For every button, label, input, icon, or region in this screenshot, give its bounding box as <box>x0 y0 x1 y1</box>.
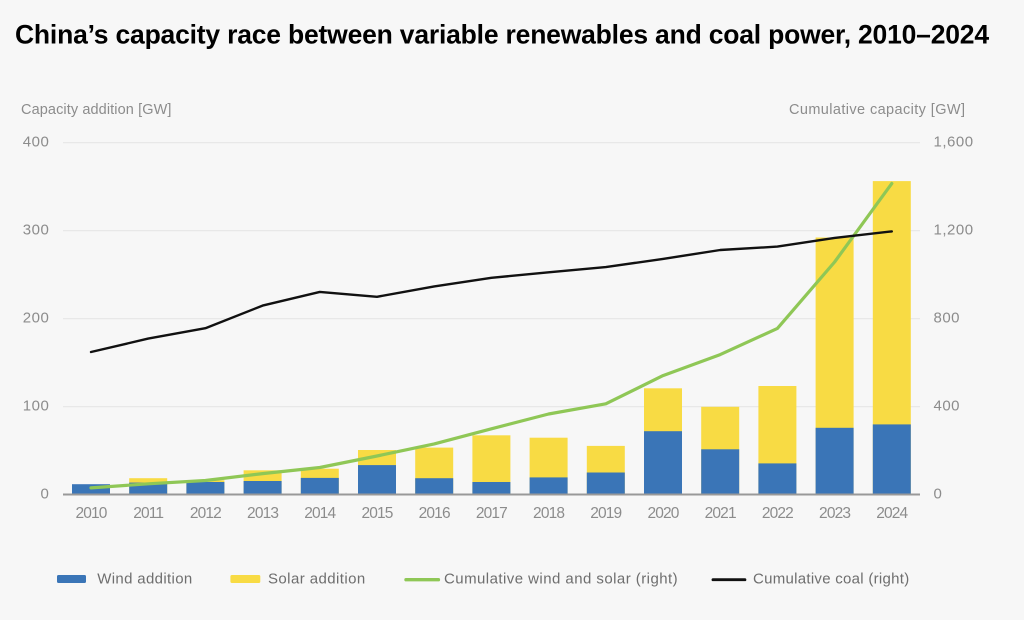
svg-text:2018: 2018 <box>533 505 564 522</box>
svg-text:2016: 2016 <box>419 505 450 522</box>
svg-text:2020: 2020 <box>647 505 679 522</box>
svg-text:1,200: 1,200 <box>934 222 974 239</box>
svg-text:400: 400 <box>23 134 50 151</box>
svg-text:2017: 2017 <box>476 505 507 522</box>
svg-text:Capacity addition [GW]: Capacity addition [GW] <box>21 102 172 118</box>
svg-text:Solar addition: Solar addition <box>268 571 366 588</box>
svg-text:400: 400 <box>934 398 961 415</box>
svg-text:2019: 2019 <box>590 505 621 522</box>
svg-text:0: 0 <box>40 486 49 503</box>
svg-text:2014: 2014 <box>304 505 336 522</box>
svg-text:1,600: 1,600 <box>934 134 974 151</box>
svg-text:0: 0 <box>934 486 943 503</box>
svg-text:200: 200 <box>23 310 50 327</box>
svg-text:2024: 2024 <box>876 505 908 522</box>
svg-text:800: 800 <box>934 310 961 327</box>
svg-text:2015: 2015 <box>361 505 392 522</box>
svg-text:2022: 2022 <box>762 505 793 522</box>
svg-text:Cumulative coal (right): Cumulative coal (right) <box>753 571 910 588</box>
svg-text:Cumulative capacity [GW]: Cumulative capacity [GW] <box>789 102 965 118</box>
svg-text:2011: 2011 <box>133 505 163 522</box>
svg-text:Wind addition: Wind addition <box>97 571 192 588</box>
svg-text:100: 100 <box>23 398 50 415</box>
svg-text:2010: 2010 <box>75 505 107 522</box>
svg-text:2012: 2012 <box>190 505 221 522</box>
svg-text:300: 300 <box>23 222 50 239</box>
svg-text:2021: 2021 <box>705 505 736 522</box>
svg-text:Cumulative wind and solar (rig: Cumulative wind and solar (right) <box>444 571 678 588</box>
svg-text:2023: 2023 <box>819 505 850 522</box>
svg-text:2013: 2013 <box>247 505 278 522</box>
svg-text:China’s capacity race between: China’s capacity race between variable r… <box>15 19 989 49</box>
